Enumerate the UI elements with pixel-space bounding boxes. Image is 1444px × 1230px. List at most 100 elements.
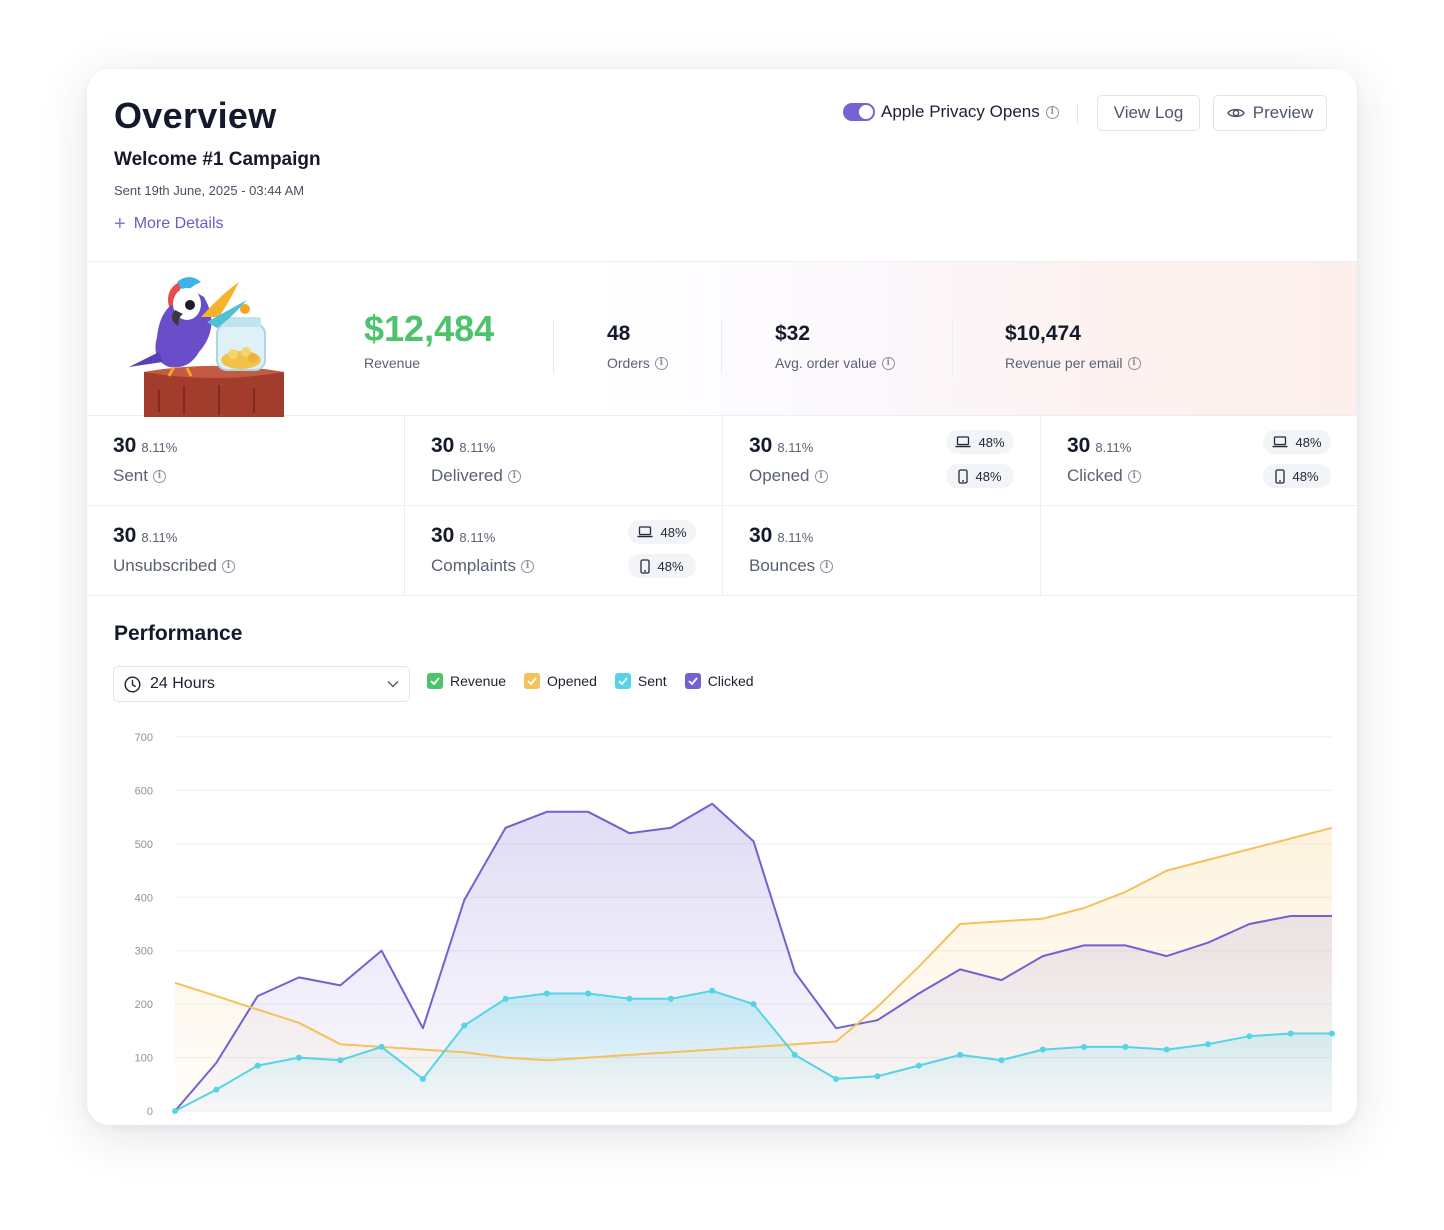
metric-label: Opened [749,466,810,485]
metric-unsubscribed: 30 8.11% Unsubscribed i [87,506,405,596]
legend-opened[interactable]: Opened [524,673,597,689]
preview-button[interactable]: Preview [1213,95,1327,131]
time-range-select[interactable]: 24 Hours [113,666,410,702]
point-sent[interactable] [874,1073,881,1080]
legend-revenue[interactable]: Revenue [427,673,506,689]
point-sent[interactable] [998,1057,1005,1064]
area-sent [175,990,1332,1111]
info-icon[interactable]: i [820,559,834,573]
info-icon[interactable]: i [814,469,828,483]
more-details-link[interactable]: + More Details [114,214,224,234]
laptop-icon [955,436,971,448]
metric-label: Sent [113,466,148,485]
y-tick-label: 500 [135,839,153,851]
point-sent[interactable] [915,1062,922,1069]
orders-label-group: Orders i [607,355,668,371]
revenue-label: Revenue [364,355,421,371]
metric-count: 30 [113,524,137,547]
revenue-per-email-label: Revenue per email [1005,355,1123,371]
point-sent[interactable] [213,1086,220,1093]
point-sent[interactable] [585,990,592,997]
metric-percent: 8.11% [459,440,496,455]
info-icon[interactable]: i [521,559,535,573]
point-sent[interactable] [833,1075,840,1082]
point-sent[interactable] [502,995,509,1002]
legend-clicked[interactable]: Clicked [684,673,754,689]
desktop-share-value: 48% [660,524,687,540]
legend-sent[interactable]: Sent [614,673,667,689]
info-icon[interactable]: i [152,469,166,483]
info-icon[interactable]: i [654,356,668,370]
line-clicked [174,802,1332,1112]
point-sent[interactable] [626,995,633,1002]
y-tick-label: 300 [135,946,153,958]
metric-bounces: 30 8.11% Bounces i [723,506,1041,596]
mobile-share-value: 48% [975,468,1002,484]
metric-sent: 30 8.11% Sent i [87,416,405,506]
info-icon[interactable]: i [881,356,895,370]
metric-count: 30 [1067,434,1091,457]
line-opened [174,826,1333,1062]
parrot-mascot-illustration [129,277,284,417]
metric-percent: 8.11% [1095,440,1132,455]
point-sent[interactable] [1122,1043,1129,1050]
info-icon[interactable]: i [1045,105,1059,119]
point-sent[interactable] [1205,1041,1212,1048]
point-sent[interactable] [1039,1046,1046,1053]
info-icon[interactable]: i [1127,356,1141,370]
point-sent[interactable] [254,1062,261,1069]
point-sent[interactable] [419,1075,426,1082]
orders-value: 48 [607,322,631,345]
point-sent[interactable] [1287,1030,1294,1037]
info-icon[interactable]: i [221,559,235,573]
time-range-value: 24 Hours [150,675,215,692]
metric-label: Unsubscribed [113,556,217,575]
checkbox-checked-icon [614,673,631,689]
apple-privacy-toggle-group: Apple Privacy Opens i [843,102,1059,122]
mobile-icon [958,468,969,484]
revenue-per-email-value: $10,474 [1005,322,1081,345]
metric-count: 30 [749,524,773,547]
metric-percent: 8.11% [459,530,496,545]
metric-count: 30 [113,434,137,457]
y-tick-label: 600 [135,785,153,797]
point-sent[interactable] [1081,1043,1088,1050]
view-log-button[interactable]: View Log [1097,95,1200,131]
point-sent[interactable] [667,995,674,1002]
apple-privacy-label: Apple Privacy Opens [881,102,1040,121]
info-icon[interactable]: i [507,469,521,483]
metric-label: Complaints [431,556,517,575]
chevron-down-icon [387,680,399,688]
point-sent[interactable] [791,1051,798,1058]
desktop-share-value: 48% [1295,434,1322,450]
point-sent[interactable] [957,1051,964,1058]
point-sent[interactable] [378,1043,385,1050]
y-tick-label: 100 [135,1053,153,1065]
metric-percent: 8.11% [777,530,814,545]
info-icon[interactable]: i [1127,469,1141,483]
revenue-per-email-label-group: Revenue per email i [1005,355,1141,371]
metrics-grid: 30 8.11% Sent i 30 8.11% Delivered i 30 8.11%… [87,416,1357,596]
point-sent[interactable] [1329,1030,1335,1037]
point-sent[interactable] [709,987,716,994]
point-sent[interactable] [543,990,550,997]
point-sent[interactable] [337,1057,344,1064]
campaign-name: Welcome #1 Campaign [114,149,321,170]
point-sent[interactable] [1246,1033,1253,1040]
checkbox-checked-icon [427,673,443,689]
metric-percent: 8.11% [777,440,814,455]
apple-privacy-toggle[interactable] [843,103,875,121]
checkbox-checked-icon [524,673,541,689]
checkbox-checked-icon [684,673,701,689]
mobile-icon [1275,468,1286,484]
y-tick-label: 200 [135,999,153,1011]
point-sent[interactable] [461,1022,468,1029]
laptop-icon [1272,436,1288,448]
mobile-share-badge: 48% [628,554,696,578]
area-opened [175,827,1332,1111]
point-sent[interactable] [1163,1046,1170,1053]
point-sent[interactable] [172,1108,178,1114]
point-sent[interactable] [750,1001,757,1008]
point-sent[interactable] [295,1054,302,1061]
metric-count: 30 [749,434,773,457]
